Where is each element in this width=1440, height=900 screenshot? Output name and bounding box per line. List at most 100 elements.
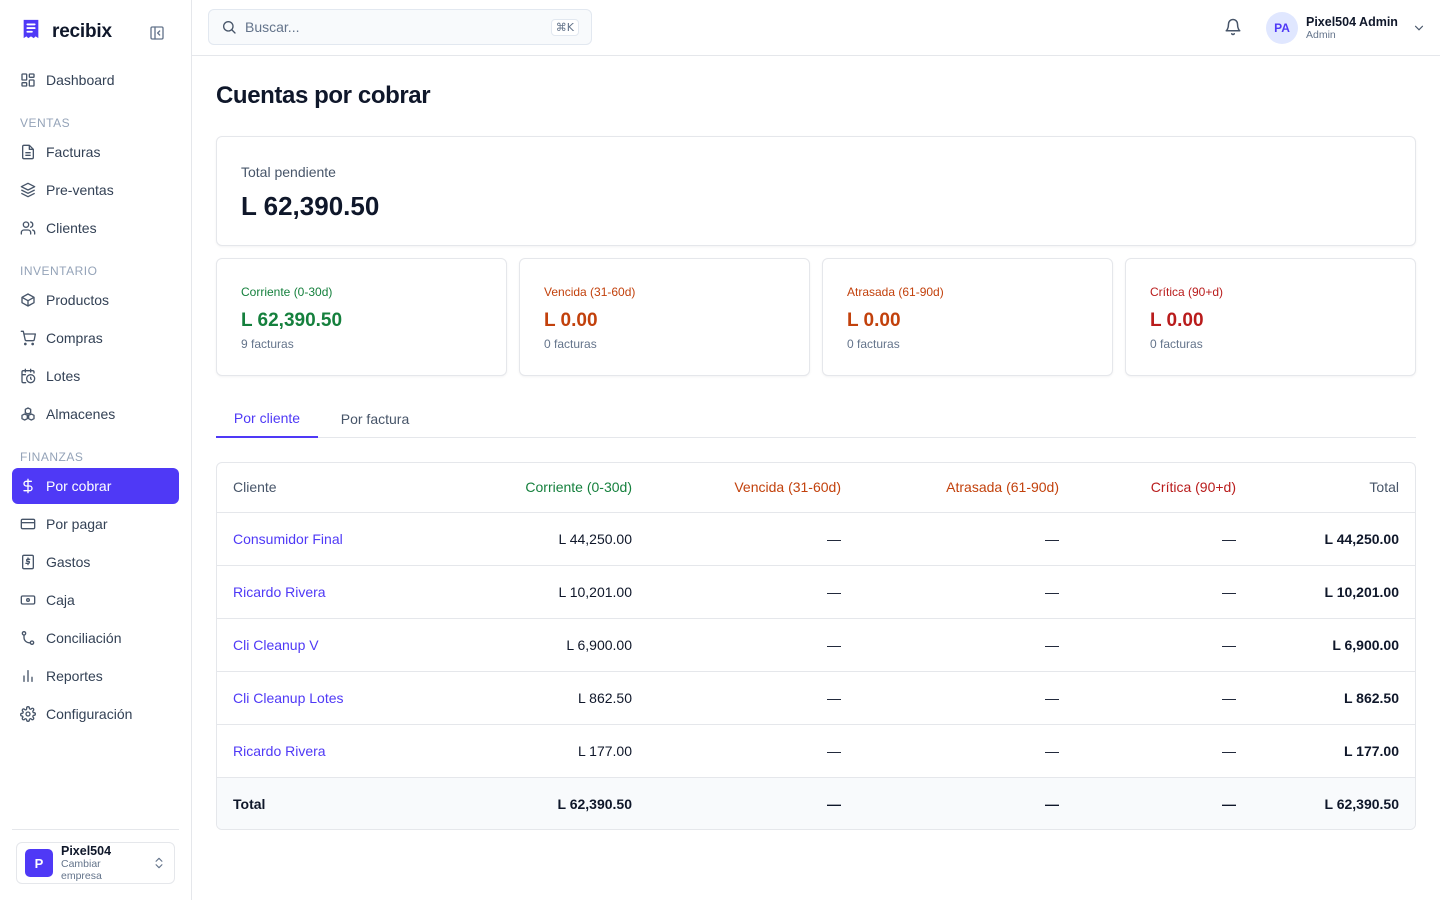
tab-por-cliente[interactable]: Por cliente: [216, 400, 318, 438]
cell-critica: —: [1075, 671, 1252, 725]
cell-vencida: —: [648, 512, 857, 566]
tab-por-factura[interactable]: Por factura: [340, 411, 410, 427]
sidebar-item-label: Clientes: [46, 220, 97, 236]
sidebar-item-dashboard[interactable]: Dashboard: [12, 62, 179, 98]
cell-corriente: L 10,201.00: [437, 565, 648, 619]
total-critica: —: [1075, 777, 1252, 829]
cell-corriente: L 44,250.00: [437, 512, 648, 566]
company-avatar: P: [25, 849, 53, 877]
sidebar-item-conciliacion[interactable]: Conciliación: [12, 620, 179, 656]
bar-chart-icon: [23, 670, 33, 682]
cell-vencida: —: [648, 671, 857, 725]
receivables-table: Cliente Corriente (0-30d) Vencida (31-60…: [216, 462, 1416, 830]
sidebar-item-gastos[interactable]: Gastos: [12, 544, 179, 580]
client-link[interactable]: Consumidor Final: [217, 512, 437, 566]
section-finanzas: FINANZAS: [20, 450, 84, 464]
sidebar-item-label: Almacenes: [46, 406, 116, 422]
page-title: Cuentas por cobrar: [216, 82, 431, 109]
total-total: L 62,390.50: [1252, 777, 1415, 829]
column-header-vencida[interactable]: Vencida (31-60d): [648, 463, 857, 513]
total-vencida: —: [648, 777, 857, 829]
total-pending-card: Total pendiente L 62,390.50: [216, 136, 1416, 246]
avatar: PA: [1266, 12, 1298, 44]
cell-vencida: —: [648, 565, 857, 619]
total-row-label: Total: [217, 777, 437, 829]
cell-vencida: —: [648, 618, 857, 672]
bucket-value: L 0.00: [1150, 310, 1204, 331]
client-link[interactable]: Ricardo Rivera: [217, 565, 437, 619]
sidebar-item-por-cobrar[interactable]: Por cobrar: [12, 468, 179, 504]
search-placeholder: Buscar...: [245, 19, 300, 35]
user-menu[interactable]: PA Pixel504 Admin Admin: [1266, 12, 1426, 44]
layers-icon: [20, 182, 36, 198]
client-link[interactable]: Cli Cleanup Lotes: [217, 671, 437, 725]
sidebar-item-compras[interactable]: Compras: [12, 320, 179, 356]
brand[interactable]: recibix: [20, 18, 112, 45]
sidebar-item-por-pagar[interactable]: Por pagar: [12, 506, 179, 542]
chevron-down-icon: [1414, 25, 1424, 31]
shopping-cart-icon: [20, 330, 36, 346]
cell-atrasada: —: [857, 671, 1075, 725]
file-text-icon: [22, 144, 34, 160]
sidebar-item-productos[interactable]: Productos: [12, 282, 179, 318]
collapse-sidebar-button[interactable]: [148, 24, 166, 42]
company-switcher[interactable]: P Pixel504 Cambiar empresa: [16, 842, 175, 884]
sidebar-item-caja[interactable]: Caja: [12, 582, 179, 618]
column-header-critica[interactable]: Crítica (90+d): [1075, 463, 1252, 513]
bucket-value: L 0.00: [544, 310, 598, 331]
topbar: Buscar... ⌘K PA Pixel504 Admin Admin: [192, 0, 1440, 56]
sidebar-item-preventas[interactable]: Pre-ventas: [12, 172, 179, 208]
column-header-atrasada[interactable]: Atrasada (61-90d): [857, 463, 1075, 513]
sidebar-item-lotes[interactable]: Lotes: [12, 358, 179, 394]
receipt-logo-icon: [20, 18, 42, 45]
user-role: Admin: [1306, 29, 1336, 42]
sidebar-item-label: Gastos: [46, 554, 91, 570]
git-merge-icon: [21, 631, 35, 645]
cell-vencida: —: [648, 724, 857, 778]
credit-card-icon: [20, 518, 36, 530]
sidebar-nav: Dashboard VENTAS Facturas Pre-ventas Cli…: [12, 62, 179, 734]
column-header-corriente[interactable]: Corriente (0-30d): [437, 463, 648, 513]
receipt-icon: [22, 554, 34, 570]
total-atrasada: —: [857, 777, 1075, 829]
sidebar-item-configuracion[interactable]: Configuración: [12, 696, 179, 732]
bucket-card-atrasada: Atrasada (61-90d) L 0.00 0 facturas: [822, 258, 1113, 376]
section-inventario: INVENTARIO: [20, 264, 98, 278]
gear-icon: [20, 706, 36, 722]
company-name: Pixel504: [61, 843, 112, 858]
client-link[interactable]: Cli Cleanup V: [217, 618, 437, 672]
sidebar-item-label: Por pagar: [46, 516, 108, 532]
sidebar-item-label: Dashboard: [46, 72, 115, 88]
table-header-row: Cliente Corriente (0-30d) Vencida (31-60…: [217, 463, 1415, 513]
cell-atrasada: —: [857, 724, 1075, 778]
notifications-button[interactable]: [1224, 18, 1244, 38]
sidebar-item-clientes[interactable]: Clientes: [12, 210, 179, 246]
bucket-count: 0 facturas: [847, 337, 900, 351]
cell-total: L 177.00: [1252, 724, 1415, 778]
sidebar-item-reportes[interactable]: Reportes: [12, 658, 179, 694]
column-header-cliente[interactable]: Cliente: [217, 463, 437, 513]
table-total-row: Total L 62,390.50 — — — L 62,390.50: [217, 777, 1415, 829]
user-name: Pixel504 Admin: [1306, 14, 1398, 29]
client-link[interactable]: Ricardo Rivera: [217, 724, 437, 778]
cell-critica: —: [1075, 724, 1252, 778]
table-row: Ricardo Rivera L 10,201.00 — — — L 10,20…: [217, 565, 1415, 619]
sidebar-item-almacenes[interactable]: Almacenes: [12, 396, 179, 432]
table-row: Ricardo Rivera L 177.00 — — — L 177.00: [217, 724, 1415, 778]
cell-critica: —: [1075, 565, 1252, 619]
cell-total: L 862.50: [1252, 671, 1415, 725]
cell-total: L 10,201.00: [1252, 565, 1415, 619]
search-input[interactable]: Buscar... ⌘K: [208, 9, 592, 45]
search-shortcut: ⌘K: [550, 18, 579, 36]
bucket-count: 0 facturas: [544, 337, 597, 351]
chevrons-up-down-icon: [155, 857, 163, 869]
section-ventas: VENTAS: [20, 116, 71, 130]
cell-corriente: L 6,900.00: [437, 618, 648, 672]
bucket-card-vencida: Vencida (31-60d) L 0.00 0 facturas: [519, 258, 810, 376]
sidebar-item-facturas[interactable]: Facturas: [12, 134, 179, 170]
bucket-count: 0 facturas: [1150, 337, 1203, 351]
sidebar-item-label: Facturas: [46, 144, 101, 160]
brand-name: recibix: [52, 20, 112, 42]
sidebar-item-label: Pre-ventas: [46, 182, 114, 198]
column-header-total[interactable]: Total: [1252, 463, 1415, 513]
